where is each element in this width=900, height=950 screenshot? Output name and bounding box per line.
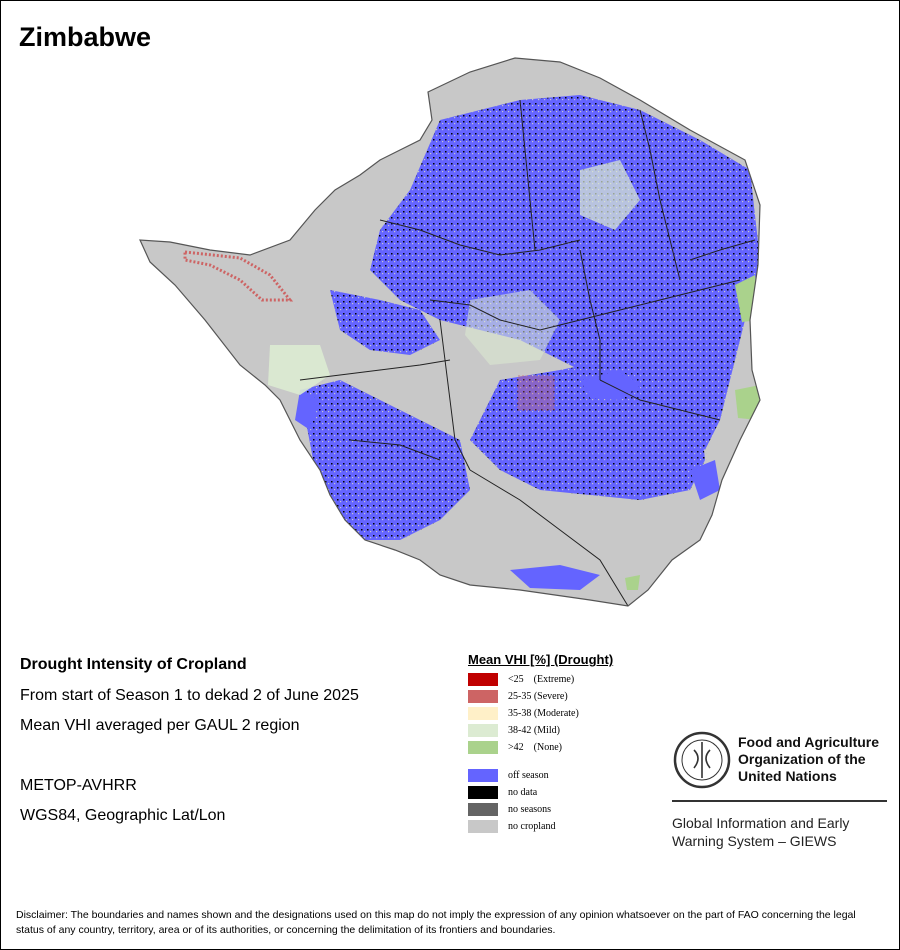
legend-label: 38-42 (Mild)	[508, 724, 560, 736]
map-legend: Mean VHI [%] (Drought)	[468, 652, 613, 671]
legend-swatch	[468, 706, 498, 720]
legend-swatch	[468, 802, 498, 816]
fao-name-line1: Food and Agriculture	[738, 734, 880, 750]
legend-swatch	[468, 689, 498, 703]
fao-name-line2: Organization of the	[738, 751, 866, 767]
legend-swatch	[468, 723, 498, 737]
legend-label: off season	[508, 769, 549, 781]
legend-swatch	[468, 785, 498, 799]
severe-areas	[183, 250, 555, 411]
info-heading: Drought Intensity of Cropland	[20, 656, 247, 673]
legend-swatch	[468, 672, 498, 686]
divider	[672, 800, 887, 802]
disclaimer: Disclaimer: The boundaries and names sho…	[16, 909, 856, 936]
legend-swatch	[468, 819, 498, 833]
legend-label: 25-35 (Severe)	[508, 690, 568, 702]
legend-label: no seasons	[508, 803, 552, 815]
legend-label: >42 (None)	[508, 741, 562, 753]
info-sensor: METOP-AVHRR	[20, 777, 137, 794]
legend-item: no cropland	[468, 819, 556, 833]
info-period: From start of Season 1 to dekad 2 of Jun…	[20, 687, 359, 704]
legend-label: no data	[508, 786, 538, 798]
off-season-areas	[295, 95, 760, 590]
legend-item: 35-38 (Moderate)	[468, 706, 579, 720]
mild-areas	[268, 160, 640, 395]
legend-item: no seasons	[468, 802, 551, 816]
giews-name: Global Information and Early Warning Sys…	[672, 814, 849, 850]
legend-label: no cropland	[508, 820, 556, 832]
legend-item: <25 (Extreme)	[468, 672, 574, 686]
legend-swatch	[468, 740, 498, 754]
giews-line2: Warning System – GIEWS	[672, 833, 837, 849]
legend-label: 35-38 (Moderate)	[508, 707, 579, 719]
legend-item: 25-35 (Severe)	[468, 689, 568, 703]
legend-item: off season	[468, 768, 549, 782]
country-map	[139, 57, 761, 607]
legend-label: <25 (Extreme)	[508, 673, 575, 685]
legend-item: >42 (None)	[468, 740, 562, 754]
map-title: Zimbabwe	[19, 22, 152, 52]
info-projection: WGS84, Geographic Lat/Lon	[20, 807, 226, 824]
fao-logo-icon	[673, 731, 731, 789]
legend-swatch	[468, 768, 498, 782]
legend-title: Mean VHI [%] (Drought)	[468, 652, 614, 667]
giews-line1: Global Information and Early	[672, 815, 850, 831]
legend-item: no data	[468, 785, 537, 799]
fao-name-line3: United Nations	[738, 768, 837, 784]
fao-name: Food and Agriculture Organization of the…	[738, 734, 879, 785]
info-method: Mean VHI averaged per GAUL 2 region	[20, 717, 300, 734]
legend-item: 38-42 (Mild)	[468, 723, 560, 737]
admin-boundaries	[299, 99, 756, 607]
